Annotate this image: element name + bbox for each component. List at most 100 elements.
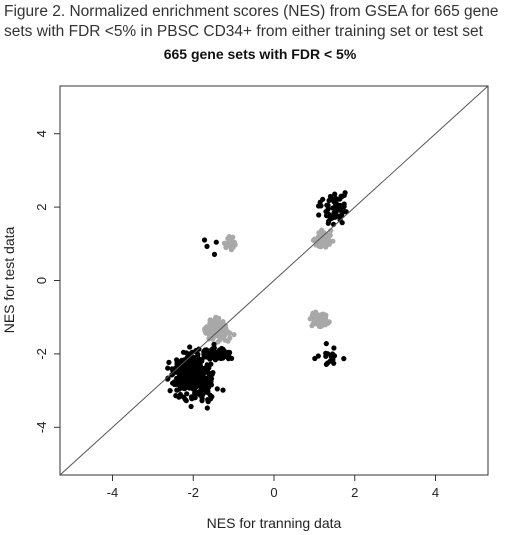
- data-point-black: [184, 391, 190, 397]
- data-point-black: [207, 392, 213, 398]
- reference-line: [59, 85, 489, 476]
- data-point-black: [186, 371, 192, 377]
- x-tick-label: -4: [107, 485, 119, 500]
- data-point-gray: [317, 318, 324, 324]
- data-point-black: [194, 364, 200, 370]
- x-tick-label: 4: [432, 485, 439, 500]
- data-point-black: [337, 202, 343, 208]
- data-point-black: [205, 397, 211, 403]
- x-tick-label: 2: [351, 485, 358, 500]
- data-point-black: [188, 377, 194, 383]
- data-point-gray: [202, 328, 208, 334]
- data-point-gray: [230, 239, 236, 245]
- y-axis: -4 -2 0 2 4: [34, 130, 60, 433]
- data-point-black: [326, 197, 332, 204]
- y-tick-label: 2: [34, 203, 49, 210]
- chart-title: 665 gene sets with FDR < 5%: [163, 46, 357, 62]
- data-point-black: [167, 388, 173, 394]
- y-tick-label: -2: [34, 348, 49, 360]
- data-point-black: [316, 212, 322, 218]
- y-axis-label: NES for test data: [1, 226, 17, 333]
- data-point-black: [201, 354, 207, 360]
- data-point-black: [213, 350, 219, 356]
- data-point-gray: [326, 239, 332, 245]
- data-point-gray: [313, 317, 319, 323]
- data-point-gray: [316, 230, 322, 236]
- data-point-black: [331, 345, 337, 351]
- y-tick-label: 4: [34, 130, 49, 137]
- data-point-black: [197, 358, 203, 364]
- data-point-black: [221, 349, 227, 355]
- data-point-black: [323, 361, 329, 367]
- points-layer: [165, 190, 349, 411]
- data-point-black: [219, 345, 225, 352]
- data-point-gray: [231, 332, 237, 338]
- data-point-black: [166, 359, 172, 365]
- data-point-black: [180, 349, 187, 355]
- data-point-black: [199, 398, 205, 404]
- data-point-gray: [321, 313, 327, 320]
- data-point-black: [213, 239, 219, 245]
- data-point-gray: [312, 237, 318, 243]
- data-point-gray: [217, 332, 223, 338]
- data-point-black: [325, 220, 331, 226]
- data-point-gray: [222, 337, 228, 343]
- data-point-black: [332, 191, 338, 197]
- data-point-gray: [326, 319, 332, 325]
- data-point-black: [207, 380, 213, 386]
- data-point-black: [200, 389, 206, 395]
- data-point-black: [171, 379, 177, 385]
- data-point-black: [214, 386, 220, 392]
- data-point-black: [323, 350, 329, 356]
- data-point-black: [325, 202, 331, 208]
- data-point-black: [204, 243, 210, 249]
- data-point-black: [209, 371, 215, 377]
- data-point-black: [315, 353, 321, 359]
- data-point-black: [211, 251, 218, 257]
- data-point-gray: [323, 244, 329, 250]
- data-point-black: [339, 220, 345, 226]
- data-point-black: [342, 190, 348, 196]
- data-point-black: [192, 383, 199, 389]
- data-point-black: [328, 354, 334, 360]
- data-point-black: [211, 341, 217, 347]
- data-point-black: [180, 379, 187, 385]
- data-point-black: [204, 405, 210, 411]
- data-point-black: [330, 205, 336, 211]
- data-point-black: [201, 237, 208, 243]
- data-point-black: [320, 196, 326, 202]
- x-axis-label: NES for tranning data: [207, 515, 342, 531]
- data-point-black: [204, 384, 210, 391]
- y-tick-label: -4: [34, 422, 49, 434]
- data-point-black: [194, 353, 200, 360]
- data-point-black: [338, 206, 344, 213]
- data-point-black: [323, 341, 329, 347]
- data-point-black: [338, 193, 344, 199]
- data-point-black: [165, 375, 171, 381]
- data-point-black: [203, 367, 209, 373]
- data-point-black: [193, 347, 199, 354]
- data-point-black: [331, 199, 337, 205]
- data-point-black: [181, 394, 187, 400]
- data-point-black: [190, 355, 196, 361]
- data-point-gray: [215, 339, 221, 345]
- data-point-black: [197, 378, 203, 384]
- data-point-black: [189, 396, 195, 402]
- data-point-gray: [223, 242, 229, 248]
- data-point-gray: [213, 314, 219, 320]
- x-tick-label: 0: [270, 485, 277, 500]
- data-point-gray: [207, 317, 213, 323]
- data-point-black: [165, 365, 171, 371]
- data-point-black: [327, 214, 333, 221]
- y-tick-label: 0: [34, 277, 49, 284]
- data-point-black: [323, 209, 329, 215]
- data-point-black: [327, 358, 333, 364]
- data-point-black: [177, 385, 183, 391]
- data-point-black: [187, 344, 193, 350]
- x-tick-label: -2: [187, 485, 199, 500]
- data-point-gray: [225, 236, 231, 242]
- data-point-black: [327, 193, 333, 200]
- data-point-gray: [312, 313, 319, 319]
- data-point-black: [176, 394, 182, 400]
